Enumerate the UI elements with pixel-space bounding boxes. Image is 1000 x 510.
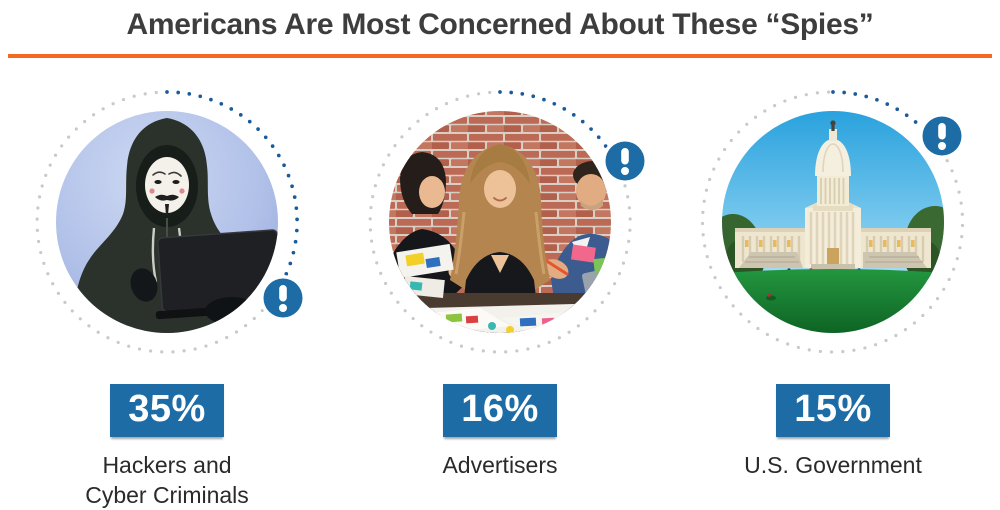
exclamation-icon	[919, 113, 965, 159]
stat-cards: 35% Hackers and Cyber Criminals	[0, 82, 1000, 510]
dotted-ring-gray	[368, 90, 632, 354]
stat-label-line: Cyber Criminals	[85, 482, 249, 508]
exclamation-icon	[260, 275, 306, 321]
stat-label-line: Advertisers	[442, 452, 558, 478]
accent-divider	[8, 54, 992, 58]
stat-label-line: Hackers and	[102, 452, 232, 478]
exclamation-icon	[602, 138, 648, 184]
capitol-illustration	[700, 90, 965, 354]
page-title: Americans Are Most Concerned About These…	[126, 8, 874, 41]
stat-value-advertisers: 16%	[443, 384, 557, 437]
header: Americans Are Most Concerned About These…	[0, 0, 1000, 58]
stat-value-hackers: 35%	[110, 384, 224, 437]
advertisers-illustration	[368, 90, 648, 354]
stat-label-line: U.S. Government	[744, 452, 922, 478]
capitol-photo-circle	[693, 82, 973, 362]
hacker-photo-circle	[27, 82, 307, 362]
stat-label-advertisers: Advertisers	[442, 450, 557, 480]
card-advertisers: 16% Advertisers	[334, 82, 667, 510]
dotted-ring-gray	[35, 90, 278, 354]
card-government: 15% U.S. Government	[667, 82, 1000, 510]
stat-value-government: 15%	[776, 384, 890, 437]
stat-label-government: U.S. Government	[744, 450, 922, 480]
advertisers-photo-circle	[360, 82, 648, 362]
stat-label-hackers: Hackers and Cyber Criminals	[85, 450, 249, 510]
hacker-illustration	[35, 90, 306, 354]
card-hackers: 35% Hackers and Cyber Criminals	[1, 82, 334, 510]
